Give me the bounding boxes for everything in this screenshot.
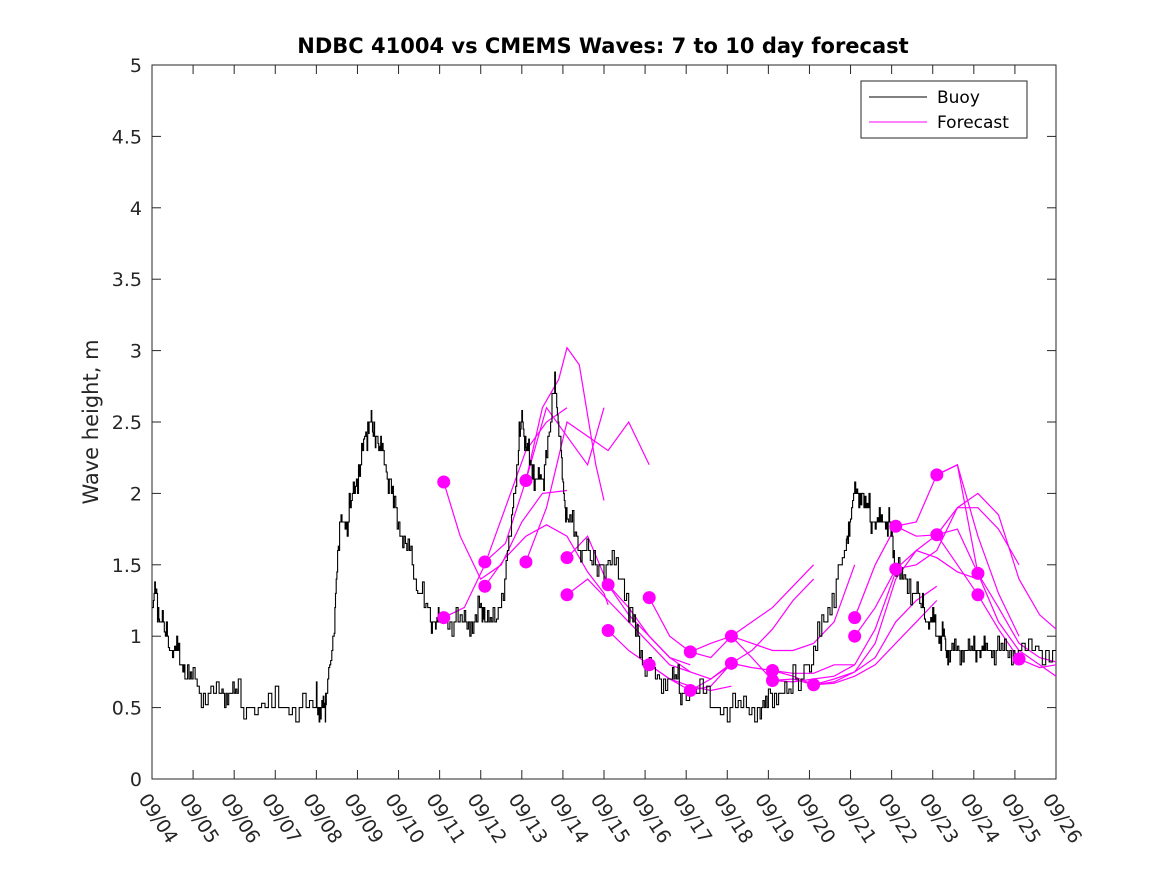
forecast-start-marker (437, 475, 451, 489)
forecast-start-marker (930, 468, 944, 482)
forecast-start-marker (848, 629, 862, 643)
y-tick-label: 0 (130, 769, 142, 791)
legend-label-buoy: Buoy (937, 88, 980, 108)
forecast-start-marker (807, 678, 821, 692)
forecast-start-marker (478, 555, 492, 569)
forecast-start-marker (478, 579, 492, 593)
y-tick-label: 3 (130, 341, 142, 363)
y-tick-label: 2 (130, 483, 142, 505)
forecast-line (443, 481, 568, 580)
forecast-line (484, 524, 609, 606)
forecast-start-marker (724, 629, 738, 643)
y-tick-label: 3.5 (112, 269, 142, 291)
legend-box (860, 80, 1028, 139)
forecast-start-marker (437, 611, 451, 625)
forecast-start-marker (971, 566, 985, 580)
y-tick-label: 1 (130, 626, 142, 648)
forecast-start-marker (765, 673, 779, 687)
forecast-line (895, 492, 1057, 630)
y-tick-label: 0.5 (112, 698, 142, 720)
forecast-start-marker (971, 588, 985, 602)
forecast-start-marker (889, 562, 903, 576)
y-tick-label: 2.5 (112, 412, 142, 434)
forecast-start-marker (642, 591, 656, 605)
forecast-line (525, 346, 605, 501)
forecast-start-marker (519, 555, 533, 569)
forecast-start-marker (560, 588, 574, 602)
forecast-line (936, 463, 1057, 677)
forecast-line (772, 600, 938, 686)
forecast-start-marker (601, 623, 615, 637)
forecast-start-marker (601, 578, 615, 592)
forecast-start-marker (519, 474, 533, 488)
plot-area-frame (151, 64, 1057, 780)
forecast-start-marker (683, 683, 697, 697)
forecast-line (525, 420, 650, 563)
legend: Buoy Forecast (860, 80, 1028, 139)
forecast-start-marker (560, 551, 574, 565)
forecast-start-marker (930, 528, 944, 542)
forecast-start-marker (724, 656, 738, 670)
forecast-start-marker (765, 663, 779, 677)
forecast-line (443, 407, 568, 619)
forecast-line (690, 564, 856, 653)
y-tick-label: 4.5 (112, 126, 142, 148)
forecast-line (813, 549, 979, 686)
y-tick-label: 4 (130, 198, 142, 220)
forecast-start-marker (642, 658, 656, 672)
chart-title: NDBC 41004 vs CMEMS Waves: 7 to 10 day f… (297, 34, 908, 58)
forecast-line (936, 534, 1057, 669)
forecast-line (484, 406, 605, 563)
forecast-start-marker (848, 611, 862, 625)
forecast-start-marker (1012, 652, 1026, 666)
legend-label-forecast: Forecast (937, 113, 1009, 133)
forecast-start-marker (683, 645, 697, 659)
y-tick-label: 1.5 (112, 555, 142, 577)
forecast-start-marker (889, 519, 903, 533)
y-tick-label: 5 (130, 55, 142, 77)
y-axis-title: Wave height, m (79, 339, 103, 504)
